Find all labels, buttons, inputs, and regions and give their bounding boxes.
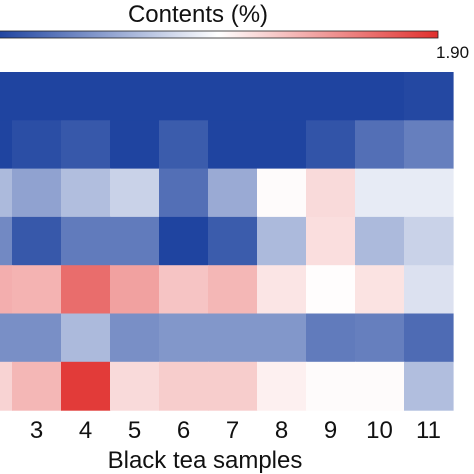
heatmap-cell xyxy=(110,313,160,363)
heatmap-cell xyxy=(257,72,307,121)
heatmap-cell xyxy=(12,313,62,363)
colorbar xyxy=(0,30,439,39)
heatmap-cell xyxy=(306,120,356,170)
heatmap-cell xyxy=(110,72,160,121)
heatmap-cell xyxy=(110,120,160,170)
heatmap-cell xyxy=(355,168,405,218)
heatmap-cell xyxy=(12,265,62,315)
heatmap-cell xyxy=(110,168,160,218)
x-tick-label: 4 xyxy=(79,417,92,444)
heatmap-cell xyxy=(355,265,405,315)
heatmap-cell xyxy=(0,72,13,121)
heatmap-cell xyxy=(257,216,307,266)
heatmap-cell xyxy=(12,216,62,266)
x-tick-label: 3 xyxy=(30,417,43,444)
heatmap-cell xyxy=(257,313,307,363)
heatmap-cell xyxy=(208,168,258,218)
heatmap-cell xyxy=(61,361,111,411)
heatmap-cell xyxy=(0,120,13,170)
heatmap-cell xyxy=(110,361,160,411)
heatmap-cell xyxy=(159,265,209,315)
heatmap-cell xyxy=(306,361,356,411)
heatmap-cell xyxy=(61,216,111,266)
heatmap-grid xyxy=(0,72,454,411)
heatmap-cell xyxy=(306,313,356,363)
heatmap-cell xyxy=(159,168,209,218)
heatmap-cell xyxy=(404,72,454,121)
heatmap-cell xyxy=(0,313,13,363)
heatmap-cell xyxy=(0,168,13,218)
chart-title: Contents (%) xyxy=(128,1,268,28)
x-tick-label: 5 xyxy=(128,417,141,444)
heatmap-cell xyxy=(61,120,111,170)
heatmap-cell xyxy=(159,72,209,121)
heatmap-cell xyxy=(110,265,160,315)
heatmap-cell xyxy=(208,361,258,411)
x-tick-label: 6 xyxy=(177,417,190,444)
colorbar-max-label: 1.90 xyxy=(436,43,469,62)
heatmap-cell xyxy=(355,72,405,121)
heatmap-cell xyxy=(404,168,454,218)
heatmap-cell xyxy=(61,168,111,218)
heatmap-cell xyxy=(404,361,454,411)
heatmap-cell xyxy=(257,168,307,218)
heatmap-cell xyxy=(306,265,356,315)
heatmap-cell xyxy=(404,120,454,170)
heatmap-cell xyxy=(159,216,209,266)
x-tick-label: 10 xyxy=(366,417,393,444)
heatmap-cell xyxy=(61,265,111,315)
heatmap-cell xyxy=(12,120,62,170)
heatmap-cell xyxy=(355,313,405,363)
x-axis-label: Black tea samples xyxy=(108,447,303,474)
x-tick-label: 8 xyxy=(275,417,288,444)
heatmap-cell xyxy=(257,265,307,315)
heatmap-cell xyxy=(257,361,307,411)
heatmap-cell xyxy=(404,216,454,266)
heatmap-cell xyxy=(257,120,307,170)
x-axis-tick-labels: 234567891011 xyxy=(30,417,441,444)
heatmap-cell xyxy=(355,216,405,266)
heatmap-cell xyxy=(208,265,258,315)
heatmap-cell xyxy=(12,168,62,218)
x-tick-label: 7 xyxy=(226,417,239,444)
heatmap-cell xyxy=(208,216,258,266)
heatmap-cell xyxy=(208,72,258,121)
heatmap-cell xyxy=(12,72,62,121)
heatmap-cell xyxy=(306,168,356,218)
heatmap-cell xyxy=(61,313,111,363)
heatmap-cell xyxy=(208,120,258,170)
x-tick-label: 9 xyxy=(324,417,337,444)
x-tick-label: 11 xyxy=(416,417,441,444)
heatmap-cell xyxy=(404,265,454,315)
heatmap-cell xyxy=(306,216,356,266)
heatmap-cell xyxy=(0,361,13,411)
heatmap-cell xyxy=(12,361,62,411)
heatmap-cell xyxy=(61,72,111,121)
heatmap-cell xyxy=(110,216,160,266)
heatmap-cell xyxy=(306,72,356,121)
heatmap-cell xyxy=(208,313,258,363)
heatmap-cell xyxy=(355,120,405,170)
heatmap-cell xyxy=(404,313,454,363)
heatmap-cell xyxy=(159,361,209,411)
heatmap-cell xyxy=(159,313,209,363)
heatmap-cell xyxy=(0,265,13,315)
heatmap-cell xyxy=(159,120,209,170)
heatmap-cell xyxy=(355,361,405,411)
heatmap-cell xyxy=(0,216,13,266)
